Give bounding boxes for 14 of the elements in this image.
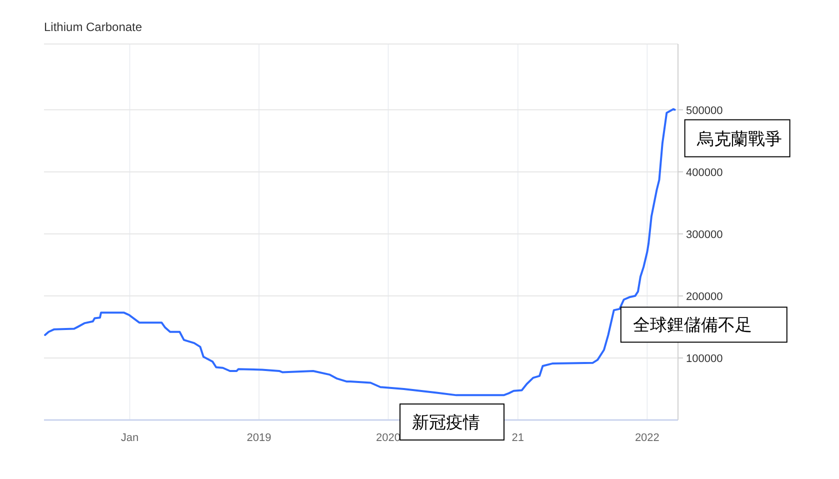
x-tick-label: Jan: [120, 432, 139, 444]
y-tick-label: 300000: [686, 228, 723, 241]
x-tick-label: 21: [512, 432, 524, 444]
y-tick-label: 200000: [686, 290, 723, 303]
annotation: 烏克蘭戰爭: [696, 129, 782, 148]
x-tick-label: 2020: [376, 432, 401, 444]
x-tick-label: 2019: [246, 432, 272, 444]
y-tick-label: 400000: [686, 166, 723, 179]
y-tick-label: 100000: [686, 352, 723, 365]
chart-title: Lithium Carbonate: [44, 20, 142, 34]
annotation: 新冠疫情: [412, 413, 480, 432]
annotation: 全球鋰儲備不足: [632, 316, 752, 335]
y-tick-label: 500000: [686, 104, 723, 117]
x-tick-label: 2022: [634, 432, 660, 444]
